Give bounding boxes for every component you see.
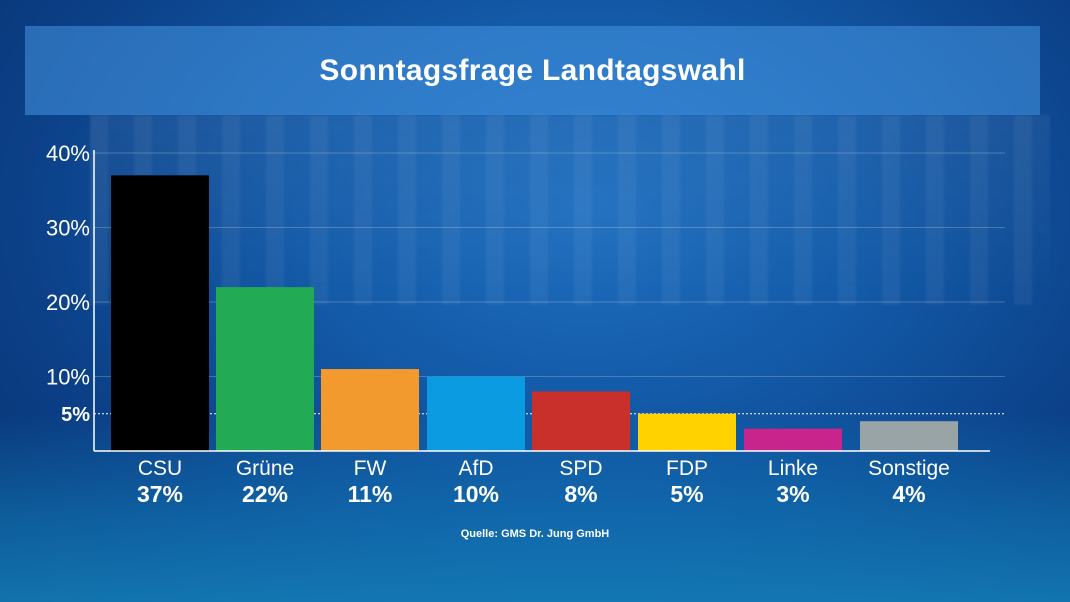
bar-spd [532, 391, 630, 451]
value-label: 10% [453, 481, 499, 507]
bar-grüne [216, 287, 314, 451]
category-label: Grüne [236, 457, 294, 480]
value-label: 5% [670, 481, 703, 507]
value-label: 3% [776, 481, 809, 507]
value-label: 8% [564, 481, 597, 507]
category-label: CSU [138, 457, 182, 480]
value-label: 22% [242, 481, 288, 507]
bar-linke [744, 428, 842, 451]
y-tick-label: 10% [46, 365, 90, 390]
category-label: SPD [559, 457, 602, 480]
bar-fdp [638, 413, 736, 451]
bar-sonstige [860, 421, 958, 451]
threshold-label: 5% [61, 404, 90, 426]
bar-fw [321, 369, 419, 451]
background-building [90, 115, 1050, 305]
bar-afd [427, 376, 525, 451]
category-label: Linke [768, 457, 818, 480]
source-note: Quelle: GMS Dr. Jung GmbH [460, 528, 610, 540]
y-tick-label: 30% [46, 216, 90, 241]
title-bar: Sonntagsfrage Landtagswahl [25, 26, 1040, 115]
category-label: Sonstige [868, 457, 950, 480]
bar-csu [111, 175, 209, 451]
chart-title: Sonntagsfrage Landtagswahl [319, 53, 746, 87]
value-label: 37% [137, 481, 183, 507]
category-label: FW [354, 457, 387, 480]
y-tick-label: 40% [46, 141, 90, 166]
category-label: AfD [458, 457, 493, 480]
category-label: FDP [666, 457, 708, 480]
y-tick-label: 20% [46, 290, 90, 315]
value-label: 4% [892, 481, 925, 507]
value-label: 11% [348, 481, 393, 507]
